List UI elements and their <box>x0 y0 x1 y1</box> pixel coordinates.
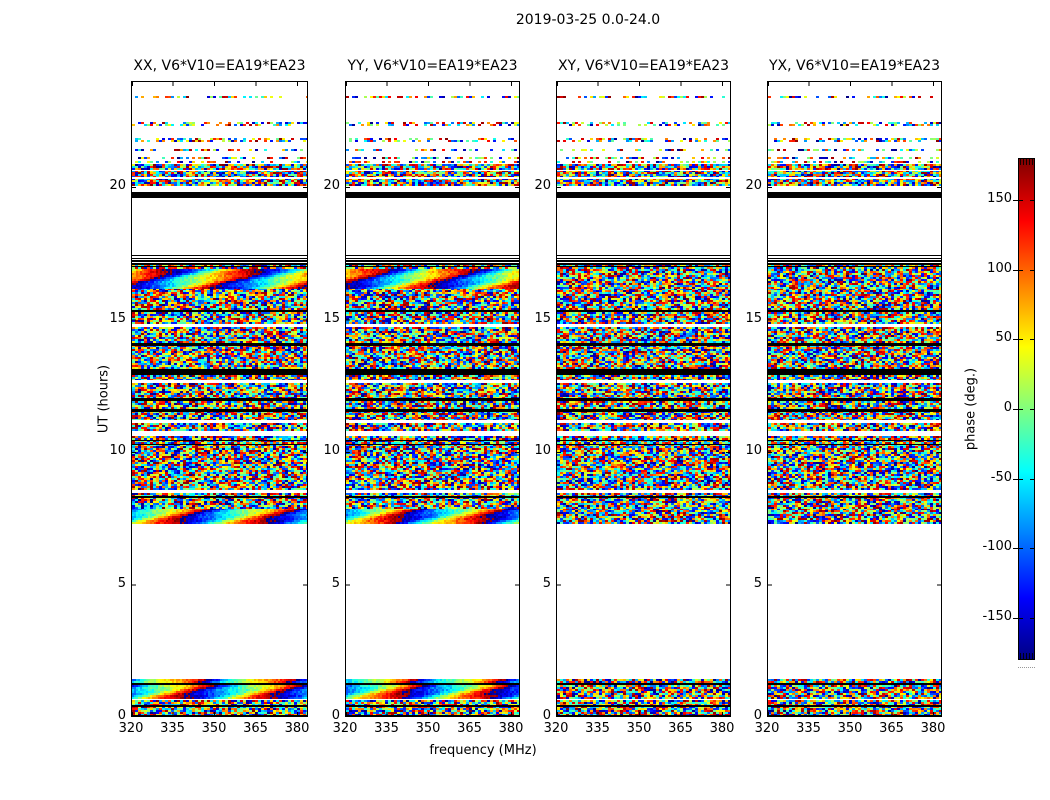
y-tick-label: 15 <box>323 310 340 326</box>
y-tick-label: 5 <box>331 575 340 591</box>
x-axis-label: frequency (MHz) <box>429 743 537 758</box>
y-tick-label: 15 <box>745 310 762 326</box>
colorbar-tick-label: 50 <box>995 330 1012 346</box>
colorbar-end-dots <box>1018 667 1035 668</box>
y-tick-label: 10 <box>109 443 126 458</box>
colorbar-tick-mark <box>1013 409 1018 410</box>
x-tick-label: 365 <box>457 721 482 736</box>
y-tick-label: 15 <box>534 310 551 326</box>
x-tick-label: 350 <box>626 721 652 736</box>
y-axis-label: UT (hours) <box>96 364 112 434</box>
colorbar-tick-label: 0 <box>1003 400 1012 415</box>
y-tick-label: 15 <box>109 310 126 326</box>
y-tick-label: 0 <box>117 708 126 723</box>
x-tick-label: 320 <box>543 721 569 736</box>
panel-title-yx: YX, V6*V10=EA19*EA23 <box>768 58 941 74</box>
x-tick-label: 320 <box>754 721 780 736</box>
colorbar-tick-label: 100 <box>987 260 1012 276</box>
colorbar-tick-label: -50 <box>990 469 1012 485</box>
x-tick-label: 335 <box>160 721 185 736</box>
y-tick-label: 10 <box>534 443 551 458</box>
x-tick-label: 380 <box>284 721 310 736</box>
x-tick-label: 365 <box>243 721 268 736</box>
panel-title-xy: XY, V6*V10=EA19*EA23 <box>557 58 730 74</box>
panel-title-yy: YY, V6*V10=EA19*EA23 <box>347 58 518 74</box>
colorbar-tick-label: 150 <box>987 190 1012 206</box>
heatmap-canvas-yx <box>767 81 942 717</box>
colorbar-tick-mark <box>1013 200 1018 201</box>
y-tick-label: 5 <box>117 575 126 591</box>
x-tick-label: 350 <box>415 721 441 736</box>
colorbar-tick-mark <box>1013 618 1018 619</box>
x-tick-label: 335 <box>374 721 399 736</box>
y-tick-label: 10 <box>745 443 762 458</box>
x-tick-label: 380 <box>920 721 946 736</box>
heatmap-canvas-yy <box>345 81 520 717</box>
panel-title-xx: XX, V6*V10=EA19*EA23 <box>133 58 306 74</box>
y-tick-label: 20 <box>109 178 126 193</box>
heatmap-canvas-xx <box>131 81 308 717</box>
figure-title: 2019-03-25 0.0-24.0 <box>515 12 661 28</box>
x-tick-label: 350 <box>201 721 227 736</box>
y-tick-label: 5 <box>542 575 551 591</box>
y-tick-label: 0 <box>331 708 340 723</box>
y-tick-label: 10 <box>323 443 340 458</box>
colorbar-tick-mark <box>1013 548 1018 549</box>
x-tick-label: 320 <box>118 721 144 736</box>
y-tick-label: 5 <box>753 575 762 591</box>
colorbar-tick-mark <box>1013 270 1018 271</box>
y-tick-label: 20 <box>323 178 340 193</box>
x-tick-label: 335 <box>796 721 821 736</box>
y-tick-label: 0 <box>542 708 551 723</box>
colorbar-tick-label: -150 <box>982 609 1012 625</box>
y-tick-label: 20 <box>745 178 762 193</box>
x-tick-label: 320 <box>332 721 358 736</box>
x-tick-label: 335 <box>585 721 610 736</box>
colorbar-tick-mark <box>1013 339 1018 340</box>
x-tick-label: 365 <box>879 721 904 736</box>
heatmap-canvas-xy <box>556 81 731 717</box>
x-tick-label: 380 <box>498 721 524 736</box>
colorbar-canvas <box>1018 158 1035 660</box>
x-tick-label: 365 <box>668 721 693 736</box>
colorbar-tick-mark <box>1013 479 1018 480</box>
y-tick-label: 20 <box>534 178 551 193</box>
x-tick-label: 380 <box>709 721 735 736</box>
colorbar-tick-label: -100 <box>982 539 1012 555</box>
x-tick-label: 350 <box>837 721 863 736</box>
y-tick-label: 0 <box>753 708 762 723</box>
